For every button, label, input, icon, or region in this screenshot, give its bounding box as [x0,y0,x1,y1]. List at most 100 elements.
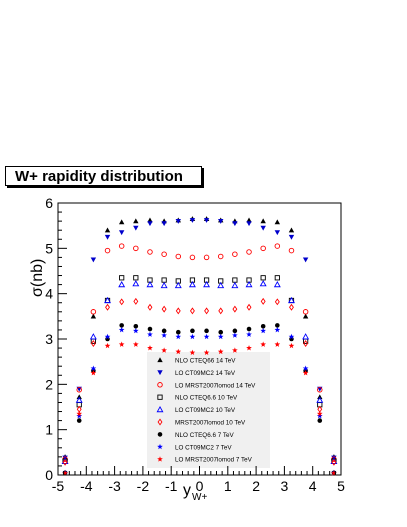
data-point [203,349,210,355]
data-point [303,340,309,348]
data-point [104,296,111,304]
y-tick-label: 3 [45,331,53,347]
data-point [190,328,195,334]
data-point [246,331,252,337]
legend-marker [157,418,163,426]
data-point [274,298,280,306]
data-point [133,341,139,347]
data-point [317,387,323,393]
legend-label: LO CT09MC2 10 TeV [175,407,236,414]
data-point [133,324,139,329]
data-point [274,326,281,333]
legend-label: MRST2007lomod 10 TeV [175,420,246,427]
data-point [104,247,111,254]
data-point [246,249,252,255]
data-point [90,313,97,319]
data-point [288,234,295,240]
x-axis-label: y [183,482,191,499]
data-point [118,243,125,249]
data-point [90,365,97,371]
y-tick-label: 2 [45,376,53,392]
data-point [288,333,295,340]
data-point [217,253,224,260]
legend-marker [157,432,163,437]
data-point [76,410,83,417]
data-point [232,332,238,338]
legend-box [147,352,270,468]
data-point [232,221,238,227]
data-point [203,254,210,261]
x-tick-label: 5 [337,478,345,494]
x-tick-label: -4 [80,478,93,494]
legend-label: LO MRST2007lomod 14 TeV [175,382,256,389]
data-point [133,327,139,334]
chart-title: W+ rapidity distribution [5,166,202,186]
data-point [90,257,97,263]
data-point [245,280,253,288]
data-point [189,333,196,340]
legend-label: LO CT09MC2 14 TeV [175,370,236,377]
legend-label: LO MRST2007lomod 7 TeV [175,457,253,464]
data-point [118,219,125,225]
y-tick-label: 0 [45,467,53,483]
data-point [132,280,140,287]
x-tick-label: -5 [52,478,65,494]
data-point [331,458,337,466]
legend-marker [157,357,163,363]
x-tick-label: 0 [196,478,204,494]
data-point [231,281,239,289]
data-point [119,323,124,328]
data-point [118,280,126,288]
data-point [274,243,281,249]
data-point [89,333,97,340]
data-markers [61,216,338,476]
data-point [274,219,281,225]
x-axis-label-subscript: W+ [192,492,207,503]
y-axis-label: σ(nb) [29,259,46,297]
data-point [104,342,111,349]
data-point [147,249,153,255]
data-point [274,341,281,347]
legend-marker [157,382,163,388]
data-point [246,326,252,332]
data-point [133,297,139,305]
data-point [217,348,224,355]
x-tick-label: -2 [137,478,150,494]
data-point [147,326,153,332]
data-point [119,298,125,306]
data-point [133,275,139,281]
x-tick-label: 3 [281,478,289,494]
data-point [147,331,153,337]
data-point [302,309,309,315]
data-point [204,307,210,315]
data-point [161,347,167,353]
data-point [260,225,266,231]
data-point [189,218,196,223]
data-point [316,396,324,403]
data-point [260,324,266,329]
data-point [175,253,182,260]
data-point [218,307,224,315]
legend-marker [157,443,163,450]
data-point [189,349,196,355]
data-point [259,280,267,287]
data-point [118,326,125,333]
data-point [133,245,139,252]
data-point [232,347,238,353]
data-point [316,410,323,417]
data-point [160,281,168,289]
data-point [161,221,167,227]
x-tick-label: 2 [252,478,260,494]
legend-marker [157,456,163,462]
data-point [232,328,238,334]
data-point [260,245,266,252]
axes: 0 1 2 3 4 5 6 -5 -4 -3 -2 -1 0 1 2 3 4 5 σ(nb) y W+ [29,195,345,503]
data-point [76,413,83,419]
data-point [288,342,295,349]
data-point [147,345,153,351]
data-point [275,323,280,328]
data-point [189,254,196,261]
data-point [232,251,238,257]
data-point [76,418,82,423]
data-point [260,341,266,347]
